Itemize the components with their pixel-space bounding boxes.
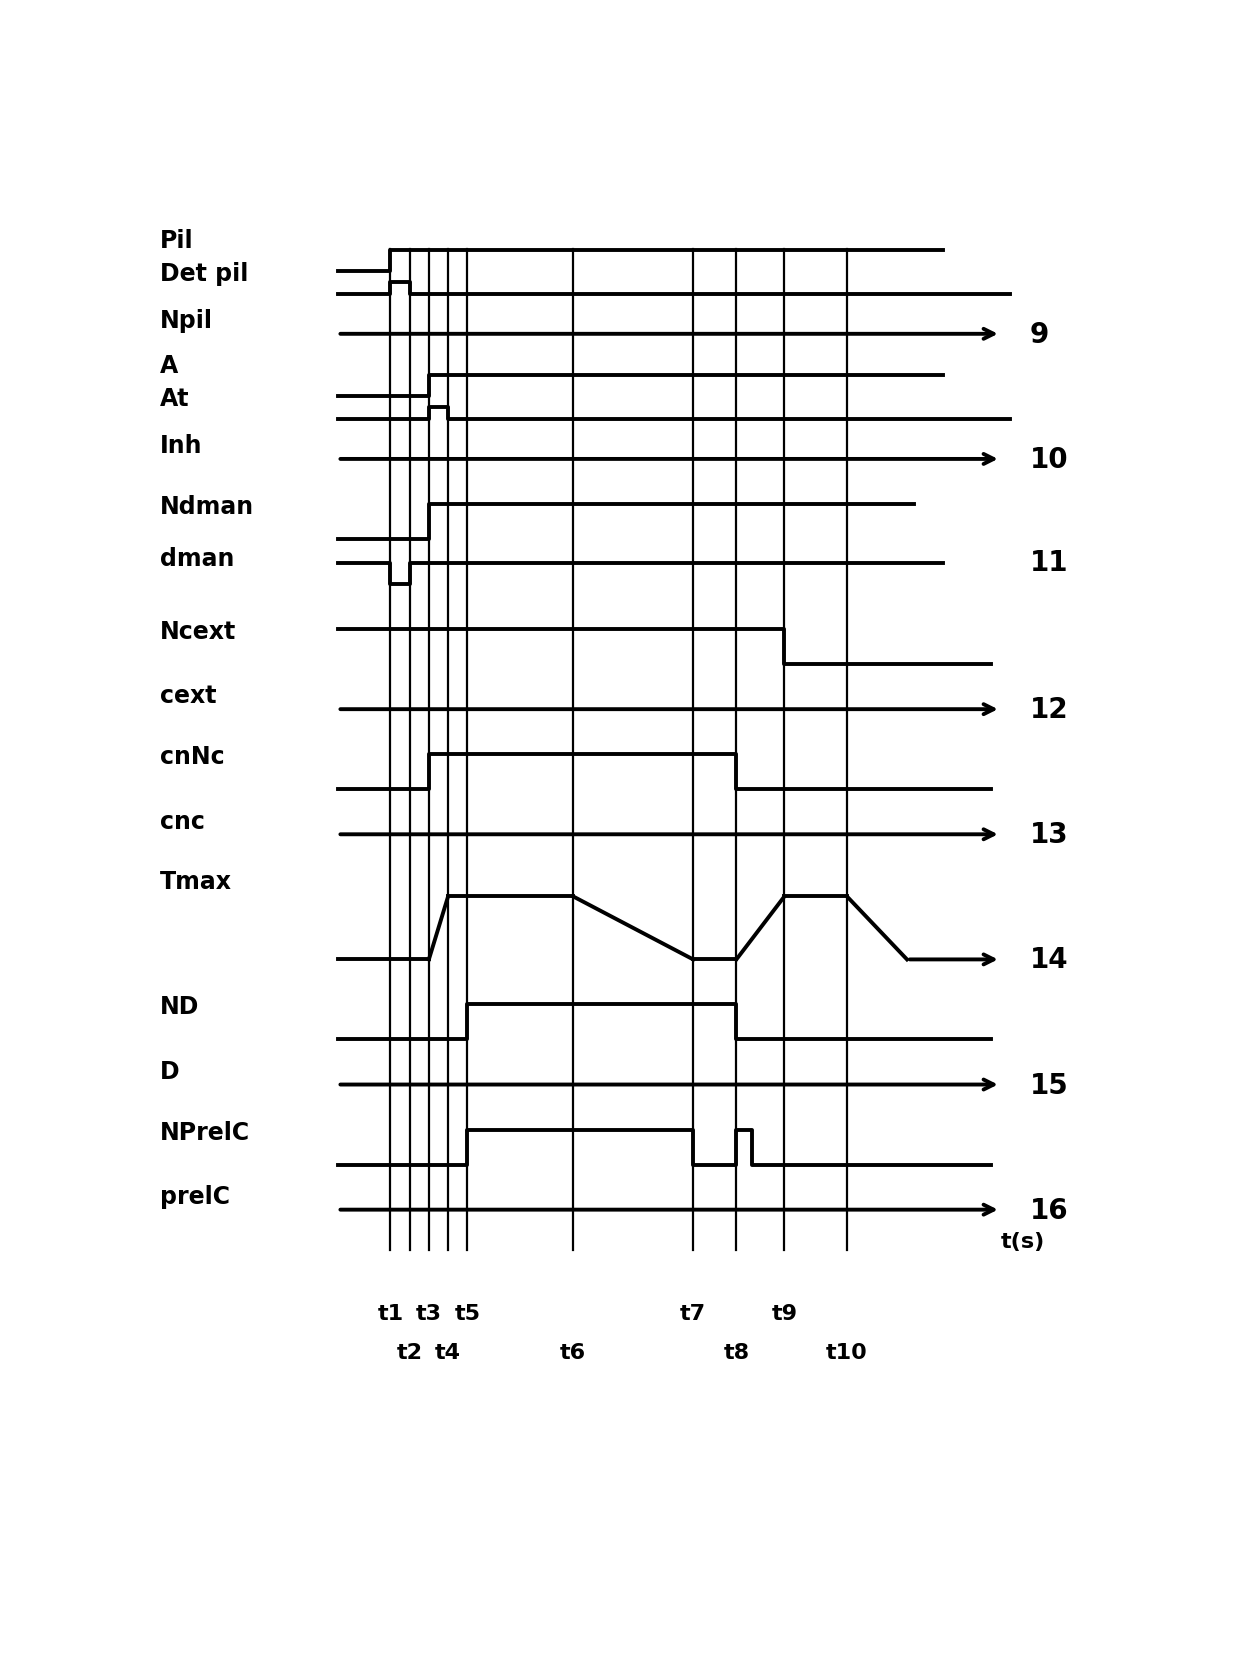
- Text: t3: t3: [415, 1304, 441, 1324]
- Text: t1: t1: [377, 1304, 403, 1324]
- Text: t7: t7: [680, 1304, 707, 1324]
- Text: 15: 15: [1029, 1071, 1069, 1099]
- Text: t8: t8: [723, 1342, 749, 1362]
- Text: 11: 11: [1029, 548, 1068, 576]
- Text: A: A: [160, 354, 179, 377]
- Text: At: At: [160, 387, 190, 410]
- Text: NPrelC: NPrelC: [160, 1120, 250, 1144]
- Text: t10: t10: [826, 1342, 868, 1362]
- Text: 13: 13: [1029, 821, 1068, 849]
- Text: Det pil: Det pil: [160, 261, 248, 286]
- Text: t2: t2: [397, 1342, 423, 1362]
- Text: dman: dman: [160, 546, 234, 571]
- Text: Pil: Pil: [160, 228, 193, 253]
- Text: prelC: prelC: [160, 1185, 229, 1208]
- Text: Inh: Inh: [160, 434, 202, 458]
- Text: t6: t6: [560, 1342, 587, 1362]
- Text: Ndman: Ndman: [160, 495, 254, 518]
- Text: Ncext: Ncext: [160, 619, 236, 644]
- Text: cext: cext: [160, 684, 216, 708]
- Text: cnc: cnc: [160, 809, 205, 832]
- Text: t5: t5: [454, 1304, 480, 1324]
- Text: 10: 10: [1029, 445, 1068, 473]
- Text: Npil: Npil: [160, 309, 213, 333]
- Text: ND: ND: [160, 995, 200, 1019]
- Text: t4: t4: [435, 1342, 461, 1362]
- Text: t(s): t(s): [1001, 1231, 1045, 1251]
- Text: D: D: [160, 1059, 180, 1082]
- Text: 14: 14: [1029, 947, 1068, 973]
- Text: t9: t9: [771, 1304, 797, 1324]
- Text: 16: 16: [1029, 1197, 1068, 1225]
- Text: Tmax: Tmax: [160, 871, 232, 894]
- Text: cnNc: cnNc: [160, 745, 224, 770]
- Text: 9: 9: [1029, 321, 1049, 349]
- Text: 12: 12: [1029, 695, 1068, 723]
